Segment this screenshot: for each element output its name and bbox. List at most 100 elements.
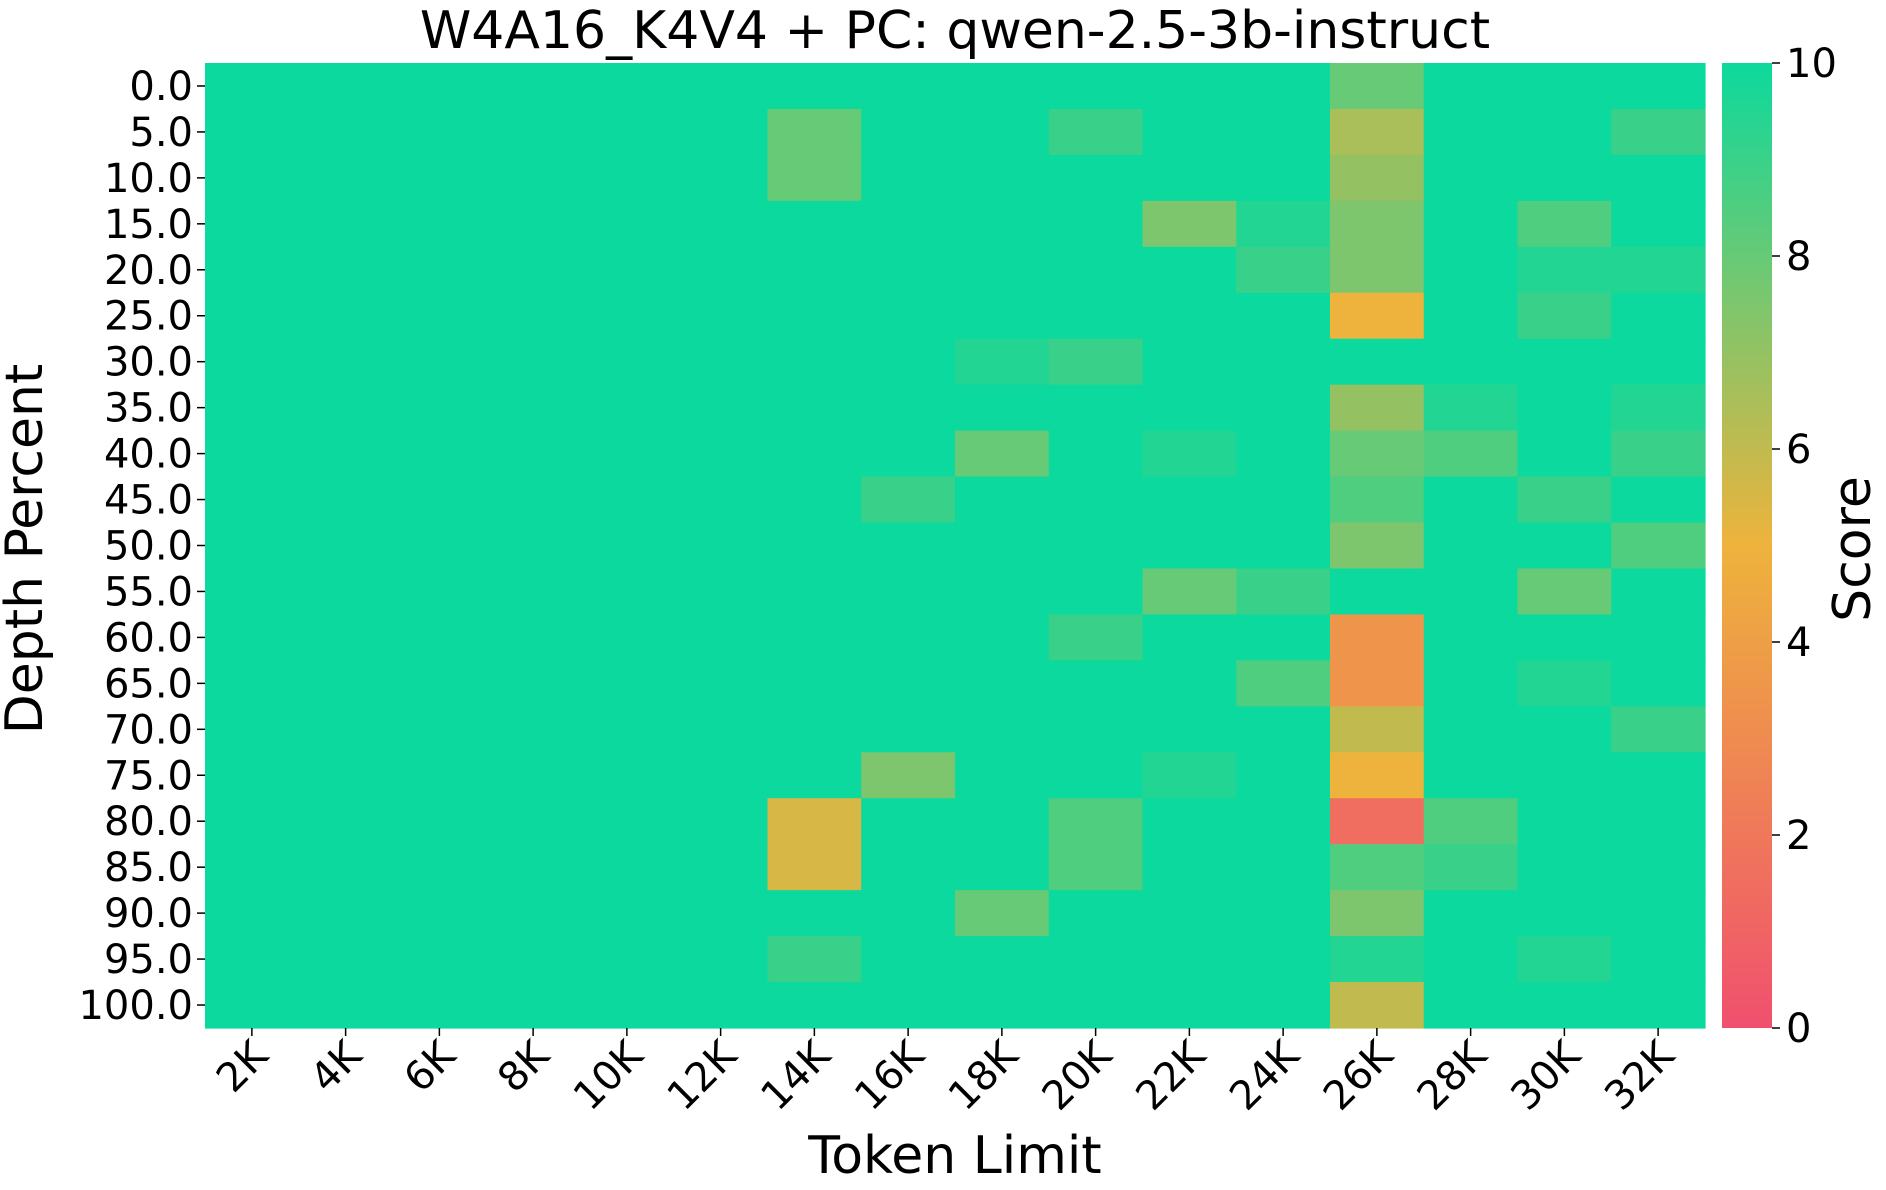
heatmap-cell — [1236, 384, 1331, 432]
heatmap-cell — [392, 568, 487, 616]
heatmap-cell — [392, 338, 487, 386]
heatmap-cell — [392, 890, 487, 937]
heatmap-cell — [1236, 982, 1331, 1029]
heatmap-cell — [673, 476, 769, 524]
y-tick-label: 10.0 — [104, 156, 193, 202]
heatmap-cell — [1142, 614, 1237, 661]
heatmap-cell — [1048, 844, 1144, 891]
heatmap-cell — [1330, 154, 1425, 202]
heatmap-cell — [392, 154, 487, 202]
heatmap-cell — [1330, 246, 1425, 294]
heatmap-cell — [767, 154, 862, 202]
heatmap-cell — [861, 706, 956, 753]
heatmap-cell — [673, 982, 769, 1029]
heatmap-cell — [861, 844, 956, 891]
heatmap-cell — [1330, 476, 1425, 524]
heatmap-cell — [580, 568, 675, 616]
heatmap-cell — [673, 798, 769, 845]
heatmap-cell — [1236, 890, 1331, 937]
heatmap-cell — [580, 154, 675, 202]
colorbar-tick-label: 2 — [1786, 813, 1811, 859]
heatmap-cell — [580, 706, 675, 753]
heatmap-cell — [767, 568, 862, 616]
heatmap-cell — [298, 660, 394, 707]
heatmap-cell — [298, 384, 394, 432]
heatmap-cell — [1611, 63, 1706, 110]
heatmap-cell — [1517, 890, 1612, 937]
heatmap-cell — [1142, 706, 1237, 753]
heatmap-cell — [861, 108, 956, 156]
heatmap-cell — [580, 752, 675, 799]
heatmap-cell — [1517, 844, 1612, 891]
heatmap-cell — [1517, 614, 1612, 661]
colorbar-tick-label: 0 — [1786, 1006, 1811, 1052]
heatmap-cell — [392, 292, 487, 340]
heatmap-cell — [861, 660, 956, 707]
heatmap-cell — [580, 660, 675, 707]
heatmap-cell — [298, 936, 394, 983]
heatmap-cell — [1517, 154, 1612, 202]
heatmap-cell — [1236, 200, 1331, 248]
heatmap-cell — [1236, 246, 1331, 294]
heatmap-cell — [767, 292, 862, 340]
heatmap-cell — [392, 200, 487, 248]
y-tick-label: 65.0 — [104, 661, 193, 707]
heatmap-cell — [1423, 108, 1519, 156]
y-tick-label: 85.0 — [104, 845, 193, 891]
heatmap-cell — [1330, 384, 1425, 432]
heatmap-cell — [1517, 200, 1612, 248]
x-tick-label: 32K — [1596, 1031, 1684, 1119]
heatmap-cell — [767, 63, 862, 110]
heatmap-cell — [955, 476, 1050, 524]
heatmap-cell — [673, 614, 769, 661]
heatmap-cell — [861, 936, 956, 983]
heatmap-cell — [580, 108, 675, 156]
heatmap-cell — [486, 476, 581, 524]
heatmap-cell — [767, 430, 862, 478]
heatmap-cell — [1142, 154, 1237, 202]
heatmap-cell — [1048, 292, 1144, 340]
heatmap-cell — [580, 292, 675, 340]
heatmap-cell — [1048, 706, 1144, 753]
heatmap-cell — [1330, 982, 1425, 1029]
heatmap-cell — [580, 430, 675, 478]
heatmap-cell — [673, 292, 769, 340]
heatmap-cell — [580, 614, 675, 661]
heatmap-cell — [1142, 844, 1237, 891]
heatmap-cell — [486, 522, 581, 570]
heatmap-cell — [767, 476, 862, 524]
heatmap-cell — [1236, 154, 1331, 202]
heatmap-cell — [955, 292, 1050, 340]
heatmap-cell — [955, 430, 1050, 478]
heatmap-cell — [955, 660, 1050, 707]
heatmap-cell — [861, 200, 956, 248]
y-tick-label: 25.0 — [104, 294, 193, 340]
heatmap-cell — [1048, 568, 1144, 616]
heatmap-cell — [955, 63, 1050, 110]
heatmap-cell — [861, 338, 956, 386]
y-tick-label: 60.0 — [104, 615, 193, 661]
heatmap-cell — [767, 982, 862, 1029]
heatmap-cells — [205, 63, 1706, 1029]
y-tick-label: 40.0 — [104, 432, 193, 478]
heatmap-cell — [298, 154, 394, 202]
heatmap-cell — [1142, 660, 1237, 707]
heatmap-cell — [392, 706, 487, 753]
heatmap-cell — [1517, 476, 1612, 524]
heatmap-cell — [861, 568, 956, 616]
heatmap-cell — [861, 614, 956, 661]
heatmap-cell — [1517, 338, 1612, 386]
heatmap-cell — [1330, 568, 1425, 616]
colorbar-tick-label: 6 — [1786, 427, 1811, 473]
heatmap-cell — [298, 752, 394, 799]
x-tick-label: 14K — [752, 1031, 840, 1119]
heatmap-cell — [298, 844, 394, 891]
heatmap-cell — [392, 982, 487, 1029]
heatmap-cell — [1236, 844, 1331, 891]
heatmap-cell — [1611, 108, 1706, 156]
y-tick-label: 35.0 — [104, 386, 193, 432]
heatmap-cell — [673, 936, 769, 983]
heatmap-cell — [298, 430, 394, 478]
heatmap-cell — [1423, 384, 1519, 432]
